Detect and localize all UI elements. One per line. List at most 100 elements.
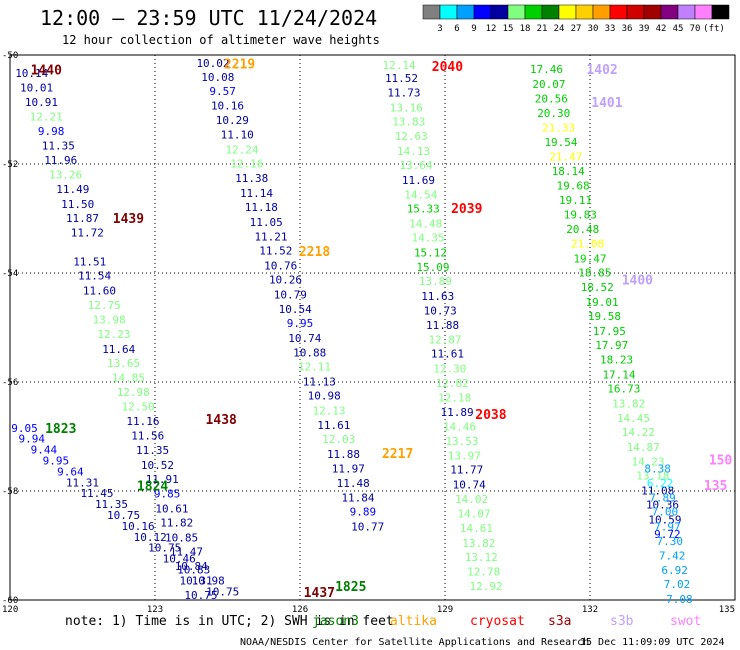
colorbar-label: 45	[673, 24, 684, 34]
wave-height-value: 11.56	[131, 429, 164, 442]
wave-height-value: 11.52	[385, 72, 418, 85]
colorbar: 3 6 9 12 15 18 21 24 27 30 33 36 39 42 45 70 (ft)	[422, 4, 730, 34]
wave-height-value: 14.02	[455, 493, 488, 506]
wave-height-value: 12.98	[117, 386, 150, 399]
colorbar-swatch	[609, 4, 628, 20]
wave-height-value: 11.45	[80, 487, 113, 500]
wave-height-value: 11.08	[641, 484, 674, 497]
wave-height-value: 14.22	[622, 426, 655, 439]
wave-height-value: 6.92	[661, 564, 688, 577]
wave-height-value: 11.31	[66, 476, 99, 489]
grid	[10, 55, 735, 600]
wave-height-value: 14.61	[460, 522, 493, 535]
pass-time-label: 2219	[224, 58, 255, 73]
x-tick-label: 129	[437, 605, 453, 615]
wave-height-value: 11.88	[327, 448, 360, 461]
wave-height-value: 9.95	[43, 454, 70, 467]
wave-height-value: 11.49	[56, 183, 89, 196]
y-tick-label: -56	[2, 378, 18, 388]
y-tick-label: -52	[2, 160, 18, 170]
plot-frame	[9, 54, 736, 601]
footer-timestamp: 15 Dec 11:09:09 UTC 2024	[580, 637, 725, 648]
wave-height-value: 10.61	[155, 502, 188, 515]
wave-height-value: 14.45	[617, 412, 650, 425]
wave-height-value: 9.64	[57, 465, 84, 478]
wave-height-value: 11.61	[317, 419, 350, 432]
satellite-legend-item: s3a	[548, 614, 571, 629]
wave-height-value: 12.87	[428, 333, 461, 346]
wave-height-value: 12.13	[312, 404, 345, 417]
colorbar-unit: (ft)	[703, 24, 725, 34]
wave-height-value: 18.52	[581, 281, 614, 294]
wave-height-value: 13.12	[465, 551, 498, 564]
colorbar-label: 70	[690, 24, 701, 34]
wave-height-value: 19.54	[544, 136, 577, 149]
pass-time-label: 135	[704, 479, 727, 494]
satellite-legend-item: jason3	[312, 614, 359, 629]
colorbar-label: 33	[605, 24, 616, 34]
pass-time-label: 2038	[475, 408, 506, 423]
wave-height-value: 8.38	[644, 463, 671, 476]
wave-height-value: 9.89	[350, 506, 377, 519]
wave-height-value: 10.85	[165, 531, 198, 544]
wave-height-value: 7.08	[666, 593, 693, 606]
wave-height-value: 12.23	[97, 328, 130, 341]
wave-height-value: 10.76	[264, 259, 297, 272]
wave-height-value: 12.24	[225, 143, 258, 156]
wave-height-value: 11.48	[337, 477, 370, 490]
wave-height-value: 10.01	[20, 82, 53, 95]
wave-height-value: 10.31	[180, 574, 213, 587]
wave-height-value: 12.82	[436, 377, 469, 390]
wave-height-value: 11.13	[303, 375, 336, 388]
colorbar-label: 12	[486, 24, 497, 34]
pass-time-labels: 1440 1439 1438 1437 2219 2218 2217 2040 2039 2038…	[31, 58, 733, 601]
pass-time-label: 1439	[113, 212, 144, 227]
wave-height-value: 13.89	[419, 275, 452, 288]
wave-height-value: 9.98	[38, 125, 65, 138]
wave-height-value: 10.98	[308, 390, 341, 403]
wave-height-value: 12.50	[122, 401, 155, 414]
wave-height-value: 9.85	[154, 488, 181, 501]
wave-height-value: 12.14	[383, 59, 416, 72]
wave-height-value: 10.75	[206, 585, 239, 598]
wave-height-value: 11.69	[402, 174, 435, 187]
wave-height-value: 12.78	[467, 566, 500, 579]
colorbar-label: 6	[454, 24, 459, 34]
x-axis: 120 123 126 129 132 135	[2, 605, 735, 615]
pass-time-label: 1825	[335, 580, 366, 595]
wave-height-value: 10.46	[163, 553, 196, 566]
wave-height-value: 12.11	[298, 361, 331, 374]
wave-height-value: 14.46	[443, 421, 476, 434]
wave-height-value: 7.89	[649, 492, 676, 505]
wave-height-value: 11.88	[426, 319, 459, 332]
wave-height-value: 11.52	[259, 245, 292, 258]
wave-height-value: 15.12	[414, 246, 447, 259]
pass-time-label: 2039	[451, 202, 482, 217]
x-tick-label: 132	[582, 605, 598, 615]
y-tick-label: -60	[2, 596, 18, 606]
wave-height-value: 13.83	[392, 115, 425, 128]
wave-height-value: 11.10	[221, 129, 254, 142]
wave-height-value: 7.30	[657, 535, 684, 548]
wave-height-value: 11.63	[421, 290, 454, 303]
wave-height-value: 10.02	[196, 57, 229, 70]
wave-height-value: 9.94	[19, 433, 46, 446]
colorbar-swatch	[660, 4, 679, 20]
colorbar-swatch	[456, 4, 475, 20]
wave-height-value: 10.79	[274, 288, 307, 301]
wave-height-value: 10.75	[107, 509, 140, 522]
wave-height-value: 11.35	[136, 444, 169, 457]
wave-height-value: 10.16	[122, 520, 155, 533]
colorbar-swatch	[490, 4, 509, 20]
wave-height-value: 11.89	[441, 406, 474, 419]
wave-height-value: 9.05	[11, 422, 38, 435]
wave-height-value: 14.85	[112, 372, 145, 385]
wave-height-value: 21.47	[549, 150, 582, 163]
wave-height-value: 10.75	[184, 589, 217, 602]
wave-height-value: 20.48	[566, 223, 599, 236]
wave-height-value: 10.59	[648, 513, 681, 526]
x-tick-label: 123	[147, 605, 163, 615]
x-tick-label: 135	[719, 605, 735, 615]
wave-height-value: 12.03	[322, 433, 355, 446]
